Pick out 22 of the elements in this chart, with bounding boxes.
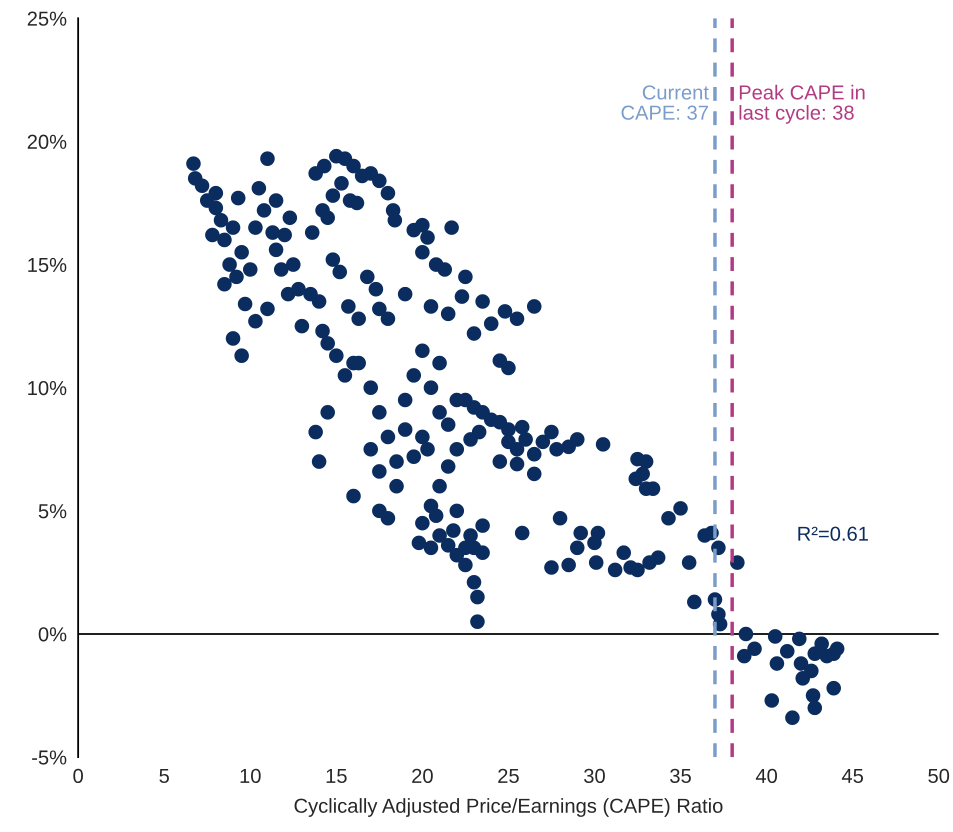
x-tick-label: 5: [159, 768, 169, 784]
x-tick-label: 20: [412, 768, 433, 784]
x-axis-title: Cyclically Adjusted Price/Earnings (CAPE) Ratio: [294, 798, 722, 817]
x-tick-label: 35: [670, 768, 691, 784]
y-tick-label: 15%: [28, 258, 66, 272]
y-tick-label: 25%: [28, 12, 66, 26]
y-tick-label: 0%: [38, 627, 66, 642]
y-tick-label: 10%: [28, 380, 66, 396]
x-tick-label: 50: [928, 768, 950, 784]
x-tick-label: 40: [756, 768, 778, 784]
x-tick-label: 15: [326, 768, 347, 784]
y-tick-label: 5%: [38, 504, 66, 518]
x-tick-label: 30: [584, 768, 605, 784]
x-tick-label: 10: [240, 768, 261, 784]
ref-line-label: Current CAPE: 37: [622, 85, 709, 120]
y-tick-label: -5%: [32, 750, 66, 765]
x-tick-label: 45: [842, 768, 864, 784]
annotation: R²=0.61: [798, 526, 868, 541]
ref-line-label: Peak CAPE in last cycle: 38: [740, 84, 864, 124]
x-tick-label: 25: [498, 768, 519, 784]
y-tick-label: 20%: [28, 134, 66, 149]
x-tick-label: 0: [73, 768, 83, 784]
